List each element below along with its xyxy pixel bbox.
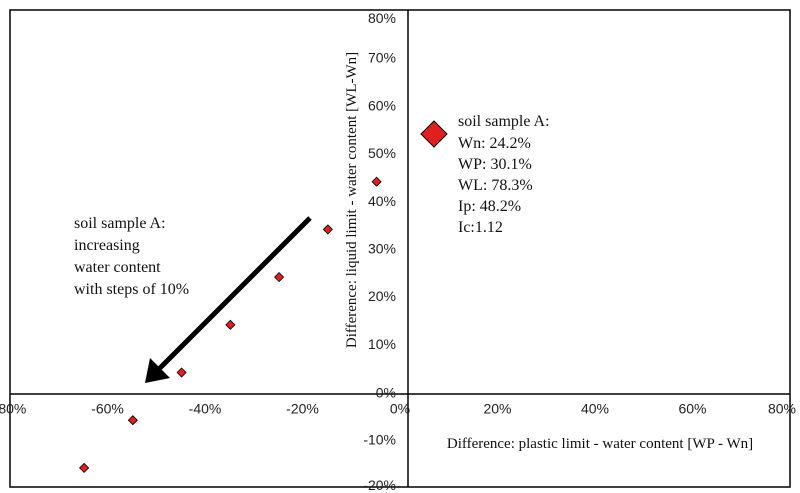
legend-line-4: WL: 78.3% <box>458 177 533 194</box>
y-axis-label: Difference: liquid limit - water content… <box>344 52 360 348</box>
data-point <box>274 272 285 283</box>
x-tick-label: 20% <box>483 401 511 417</box>
legend-marker <box>420 120 448 148</box>
annotation-arrowhead <box>145 358 170 383</box>
y-tick-label: 30% <box>368 241 396 257</box>
legend-line-3: WP: 30.1% <box>458 156 532 173</box>
y-tick-label: 20% <box>368 288 396 304</box>
y-tick-label: 10% <box>368 336 396 352</box>
legend-line-5: Ip: 48.2% <box>458 198 521 215</box>
annotation-line-3: water content <box>74 259 161 276</box>
x-axis-label: Difference: plastic limit - water conten… <box>447 436 753 452</box>
y-tick-label: 60% <box>368 97 396 113</box>
y-tick-label: 40% <box>368 193 396 209</box>
y-tick-label: 50% <box>368 145 396 161</box>
annotation: soil sample A: increasing water content … <box>74 215 312 383</box>
data-points <box>79 176 382 473</box>
y-tick-labels: -20% -10% 0% 10% 20% 30% 40% 50% 60% 70% 80% <box>363 10 396 493</box>
x-tick-label: 0% <box>390 401 410 417</box>
annotation-line-2: increasing <box>74 237 140 254</box>
y-tick-label: 80% <box>368 10 396 26</box>
legend-line-1: soil sample A: <box>458 113 550 130</box>
plot-frame <box>9 9 791 488</box>
x-tick-label: 60% <box>678 401 706 417</box>
x-tick-label: -80% <box>0 401 26 417</box>
x-tick-label: -40% <box>189 401 222 417</box>
legend-line-6: Ic:1.12 <box>458 219 503 236</box>
x-tick-labels: -80% -60% -40% -20% 0% 20% 40% 60% 80% <box>0 401 796 417</box>
legend-line-2: Wn: 24.2% <box>458 135 531 152</box>
data-point <box>225 319 236 330</box>
data-point <box>176 367 187 378</box>
annotation-arrow-shaft <box>156 216 312 372</box>
y-tick-label: -10% <box>363 431 396 447</box>
y-tick-label: 0% <box>376 385 396 401</box>
data-point <box>79 462 90 473</box>
x-tick-label: 40% <box>581 401 609 417</box>
legend: soil sample A: Wn: 24.2% WP: 30.1% WL: 7… <box>420 113 550 236</box>
data-point <box>322 224 333 235</box>
y-tick-label: -20% <box>363 477 396 493</box>
data-point <box>127 415 138 426</box>
x-tick-label: -60% <box>91 401 124 417</box>
y-tick-label: 70% <box>368 50 396 66</box>
annotation-line-1: soil sample A: <box>74 215 166 232</box>
x-tick-label: 80% <box>768 401 796 417</box>
x-tick-label: -20% <box>286 401 319 417</box>
data-point <box>371 176 382 187</box>
annotation-line-4: with steps of 10% <box>74 281 189 298</box>
